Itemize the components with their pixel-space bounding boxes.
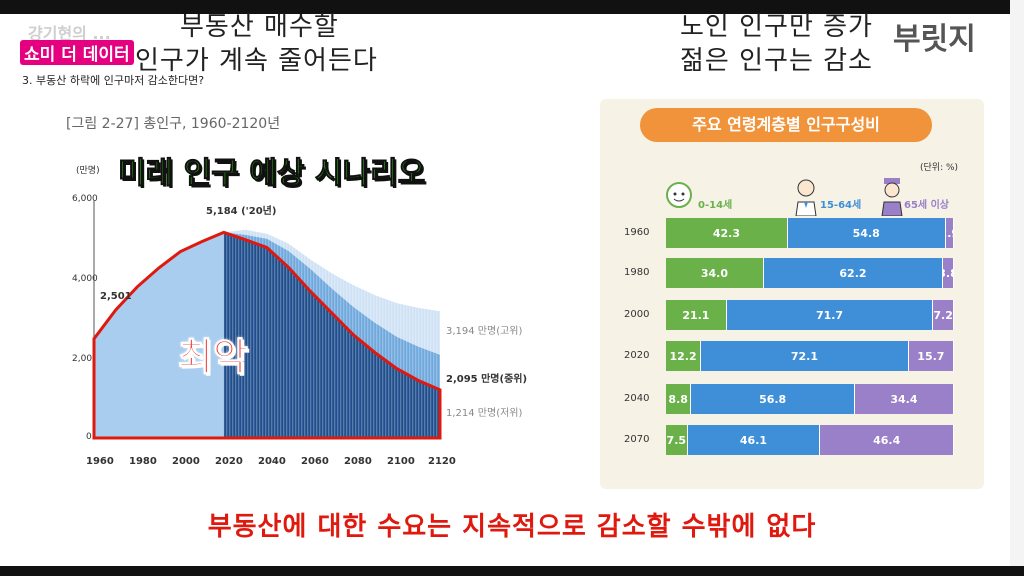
year-label-2070: 2070	[624, 434, 650, 445]
y-tick-0: 0	[86, 432, 92, 442]
bar-segment-2040-2: 34.4	[854, 384, 954, 414]
year-label-1980: 1980	[624, 267, 650, 278]
start-label: 2,501	[100, 291, 132, 302]
bottom-black-bar	[0, 566, 1024, 576]
year-label-2020: 2020	[624, 350, 650, 361]
y-tick-2000: 2,000	[72, 354, 98, 364]
bar-row-2000: 21.1 71.7 7.2	[666, 300, 954, 330]
adult-worker-icon	[795, 179, 817, 216]
x-tick-2060: 2060	[301, 456, 329, 467]
bar-segment-2070-2: 46.4	[820, 425, 954, 455]
end-mid-label: 2,095 만명(중위)	[446, 374, 528, 385]
bar-segment-1960-2: 2.9	[945, 218, 954, 248]
bar-row-2070: 7.5 46.1 46.4	[666, 425, 954, 455]
title-right-line2: 젊은 인구는 감소	[680, 46, 873, 76]
worst-case-outline	[92, 230, 442, 440]
brand-logo: 부릿지	[893, 22, 976, 57]
bar-segment-2040-1: 56.8	[691, 384, 855, 414]
bar-segment-1980-1: 62.2	[763, 258, 944, 288]
x-tick-2080: 2080	[344, 456, 372, 467]
percent-unit: (단위: %)	[920, 163, 959, 173]
x-tick-2100: 2100	[387, 456, 415, 467]
year-label-2000: 2000	[624, 309, 650, 320]
bar-segment-1960-1: 54.8	[787, 218, 946, 248]
legend-0-14: 0-14세	[698, 200, 733, 211]
x-tick-2120: 2120	[428, 456, 456, 467]
bar-segment-2070-0: 7.5	[666, 425, 688, 455]
scenario-overlay-title: 미래 인구 예상 시나리오	[117, 156, 426, 192]
bar-segment-2000-0: 21.1	[666, 300, 727, 330]
y-tick-6000: 6,000	[72, 194, 98, 204]
end-high-label: 3,194 만명(고위)	[446, 326, 523, 337]
bar-segment-1980-2: 3.8	[943, 258, 954, 288]
legend-65-plus: 65세 이상	[904, 200, 949, 211]
bar-row-1980: 34.062.23.8	[666, 258, 954, 288]
bar-segment-2070-1: 46.1	[687, 425, 821, 455]
title-left-line2: 인구가 계속 줄어든다	[135, 46, 378, 76]
x-tick-1960: 1960	[86, 456, 114, 467]
bar-segment-2000-1: 71.7	[726, 300, 934, 330]
x-tick-2020: 2020	[215, 456, 243, 467]
peak-label: 5,184 ('20년)	[206, 206, 277, 217]
bar-segment-1960-0: 42.3	[666, 218, 788, 248]
worst-case-label: 최악	[178, 335, 249, 380]
right-edge	[1010, 0, 1024, 576]
title-left-line1: 부동산 매수할	[180, 12, 339, 42]
year-label-1960: 1960	[624, 227, 650, 238]
area-historic	[94, 232, 224, 438]
x-tick-2040: 2040	[258, 456, 286, 467]
bar-segment-2000-2: 7.2	[933, 300, 954, 330]
section-subtitle: 3. 부동산 하락에 인구마저 감소한다면?	[22, 74, 205, 87]
x-tick-2000: 2000	[172, 456, 200, 467]
age-chart-title: 주요 연령계층별 인구구성비	[640, 108, 932, 142]
y-tick-4000: 4,000	[72, 274, 98, 284]
x-tick-1980: 1980	[129, 456, 157, 467]
top-black-bar	[0, 0, 1024, 14]
bar-segment-1980-0: 34.0	[666, 258, 764, 288]
bar-segment-2020-1: 72.1	[701, 341, 909, 371]
bar-row-1960: 42.354.82.9	[666, 218, 954, 248]
show-me-the-data-logo: 쇼미 더 데이터	[20, 40, 134, 65]
bar-segment-2020-2: 15.7	[908, 341, 954, 371]
child-face-icon	[666, 182, 692, 208]
legend-15-64: 15-64세	[820, 200, 862, 211]
bar-row-2040: 8.8 56.8 34.4	[666, 384, 954, 414]
end-low-label: 1,214 만명(저위)	[446, 408, 523, 419]
age-composition-panel	[600, 99, 984, 489]
bar-segment-2020-0: 12.2	[666, 341, 702, 371]
elderly-person-icon	[881, 178, 903, 216]
channel-watermark: 걍기현의 ...	[28, 24, 111, 43]
year-label-2040: 2040	[624, 393, 650, 404]
y-axis-unit: (만명)	[76, 166, 100, 176]
figure-caption: [그림 2-27] 총인구, 1960-2120년	[66, 116, 281, 132]
conclusion-text: 부동산에 대한 수요는 지속적으로 감소할 수밖에 없다	[207, 512, 817, 542]
title-right-line1: 노인 인구만 증가	[680, 12, 873, 42]
bar-row-2020: 12.2 72.1 15.7	[666, 341, 954, 371]
bar-segment-2040-0: 8.8	[666, 384, 692, 414]
